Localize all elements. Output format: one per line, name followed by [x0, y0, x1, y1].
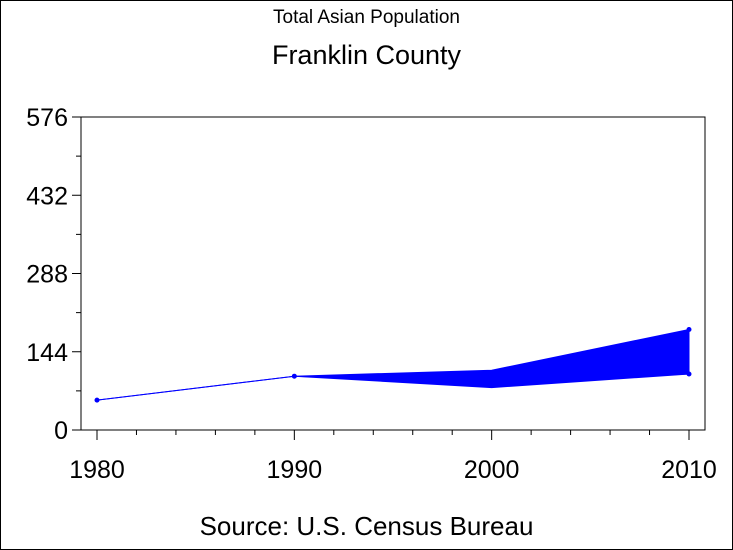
x-tick-label: 2000 [464, 456, 520, 484]
data-point [489, 380, 495, 386]
y-tick-label: 576 [26, 104, 68, 132]
x-tick-label: 2010 [661, 456, 717, 484]
x-axis: 1980 1990 2000 2010 [69, 430, 717, 484]
x-tick-label: 1980 [69, 456, 125, 484]
y-tick-label: 288 [26, 261, 68, 289]
source-note: Source: U.S. Census Bureau [199, 511, 534, 541]
chart-title: Franklin County [271, 40, 462, 70]
y-tick-label: 432 [26, 182, 68, 210]
data-point [686, 371, 692, 377]
series-line [96, 373, 690, 401]
series-layer [94, 326, 692, 403]
x-tick-label: 1990 [267, 456, 323, 484]
data-point [94, 397, 100, 403]
y-tick-label: 144 [26, 339, 68, 367]
series-range-band [96, 328, 690, 401]
chart-subtitle: Total Asian Population [273, 7, 460, 28]
y-tick-label: 0 [54, 417, 68, 445]
plot-area [80, 116, 706, 431]
data-point [291, 373, 297, 379]
data-point-upper [686, 326, 692, 332]
y-axis: 0 144 288 432 576 [26, 104, 81, 445]
